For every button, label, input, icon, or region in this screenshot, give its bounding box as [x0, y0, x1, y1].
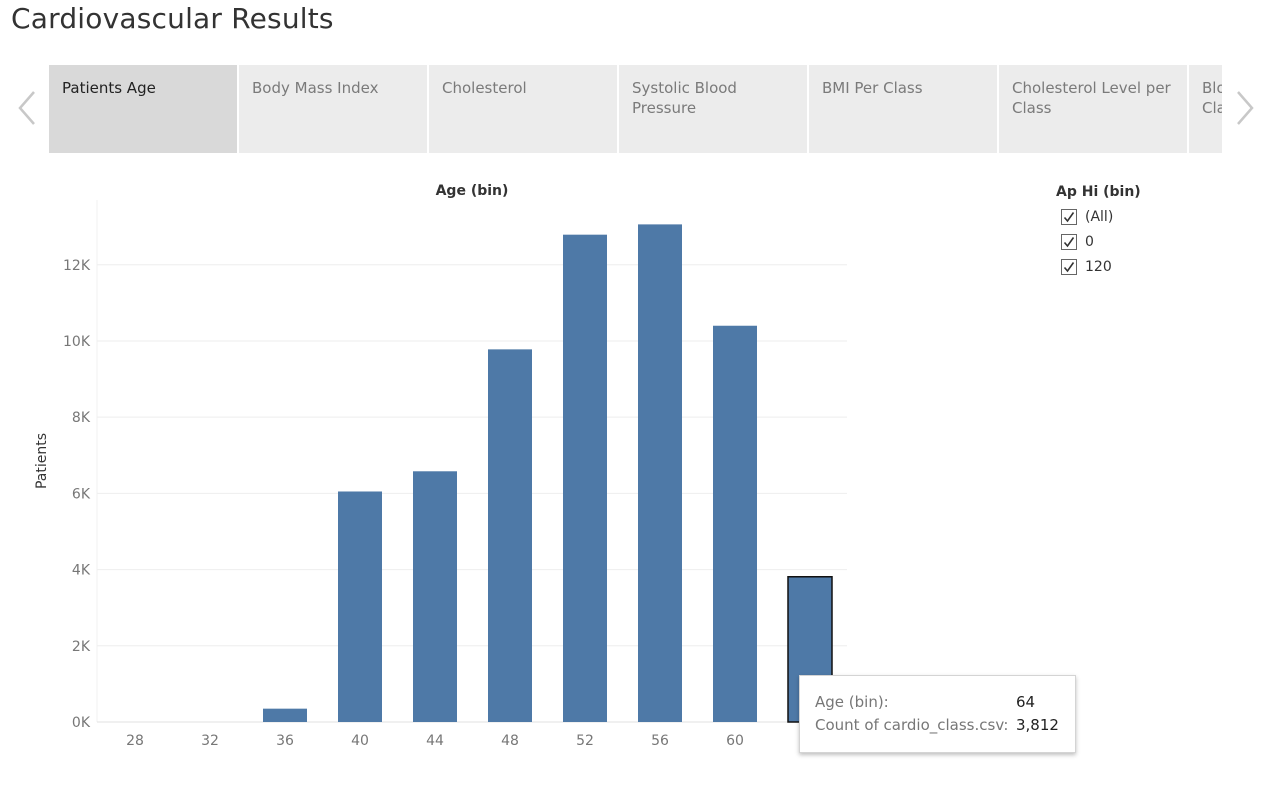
bar-40[interactable] — [338, 491, 382, 722]
bar-36[interactable] — [263, 708, 307, 722]
tab-systolic-blood-pressure[interactable]: Systolic Blood Pressure — [619, 65, 807, 153]
filter-item[interactable]: 120 — [1056, 254, 1141, 279]
x-tick-label: 36 — [276, 733, 294, 749]
x-tick-label: 48 — [501, 733, 519, 749]
tab-patients-age[interactable]: Patients Age — [49, 65, 237, 153]
tab-bmi-per-class[interactable]: BMI Per Class — [809, 65, 997, 153]
y-tick-label: 12K — [63, 258, 91, 274]
y-tick-label: 10K — [63, 334, 91, 350]
page-title: Cardiovascular Results — [11, 2, 334, 35]
x-tick-label: 56 — [651, 733, 669, 749]
tooltip-key: Age (bin): — [815, 693, 889, 711]
x-tick-label: 52 — [576, 733, 594, 749]
ap-hi-filter: Ap Hi (bin) (All) 0 120 — [1056, 184, 1141, 279]
y-tick-label: 4K — [72, 563, 91, 579]
checkbox-checked-icon[interactable] — [1061, 208, 1077, 225]
bar-tooltip: Age (bin): 64 Count of cardio_class.csv:… — [799, 675, 1076, 753]
tab-cholesterol[interactable]: Cholesterol — [429, 65, 617, 153]
chevron-right-icon[interactable] — [1232, 88, 1258, 128]
y-tick-label: 2K — [72, 639, 91, 655]
filter-item-label: (All) — [1085, 208, 1114, 225]
filter-item-label: 0 — [1085, 233, 1094, 250]
bar-44[interactable] — [413, 471, 457, 722]
filter-item-label: 120 — [1085, 258, 1112, 275]
checkbox-checked-icon[interactable] — [1061, 233, 1077, 250]
y-tick-label: 0K — [72, 715, 91, 731]
x-tick-label: 32 — [201, 733, 219, 749]
tooltip-value: 3,812 — [1016, 716, 1059, 734]
chevron-left-icon[interactable] — [14, 88, 40, 128]
sheet-tabs: Patients Age Body Mass Index Cholesterol Sy… — [49, 65, 1222, 153]
bar-56[interactable] — [638, 224, 682, 722]
x-tick-label: 28 — [126, 733, 144, 749]
bar-60[interactable] — [713, 325, 757, 722]
tab-body-mass-index[interactable]: Body Mass Index — [239, 65, 427, 153]
checkbox-checked-icon[interactable] — [1061, 258, 1077, 275]
filter-item[interactable]: (All) — [1056, 204, 1141, 229]
x-tick-label: 44 — [426, 733, 444, 749]
tab-blood-pressure-per-class[interactable]: Blood Pressure per Class — [1189, 65, 1222, 153]
tab-cholesterol-level-per-class[interactable]: Cholesterol Level per Class — [999, 65, 1187, 153]
tooltip-key: Count of cardio_class.csv: — [815, 716, 1009, 734]
y-tick-label: 8K — [72, 410, 91, 426]
bar-52[interactable] — [563, 234, 607, 723]
x-tick-label: 60 — [726, 733, 744, 749]
y-tick-label: 6K — [72, 486, 91, 502]
tooltip-row-count: Count of cardio_class.csv: 3,812 — [815, 716, 1070, 736]
bar-48[interactable] — [488, 349, 532, 722]
tooltip-row-age: Age (bin): 64 — [815, 693, 1070, 713]
x-tick-label: 40 — [351, 733, 369, 749]
tooltip-value: 64 — [1016, 693, 1036, 711]
filter-title: Ap Hi (bin) — [1056, 184, 1141, 200]
chart-title: Age (bin) — [436, 183, 509, 199]
filter-item[interactable]: 0 — [1056, 229, 1141, 254]
y-axis-label: Patients — [34, 433, 50, 489]
sheet-tab-strip: Patients Age Body Mass Index Cholesterol Sy… — [49, 65, 1222, 153]
filter-items: (All) 0 120 — [1056, 204, 1141, 279]
